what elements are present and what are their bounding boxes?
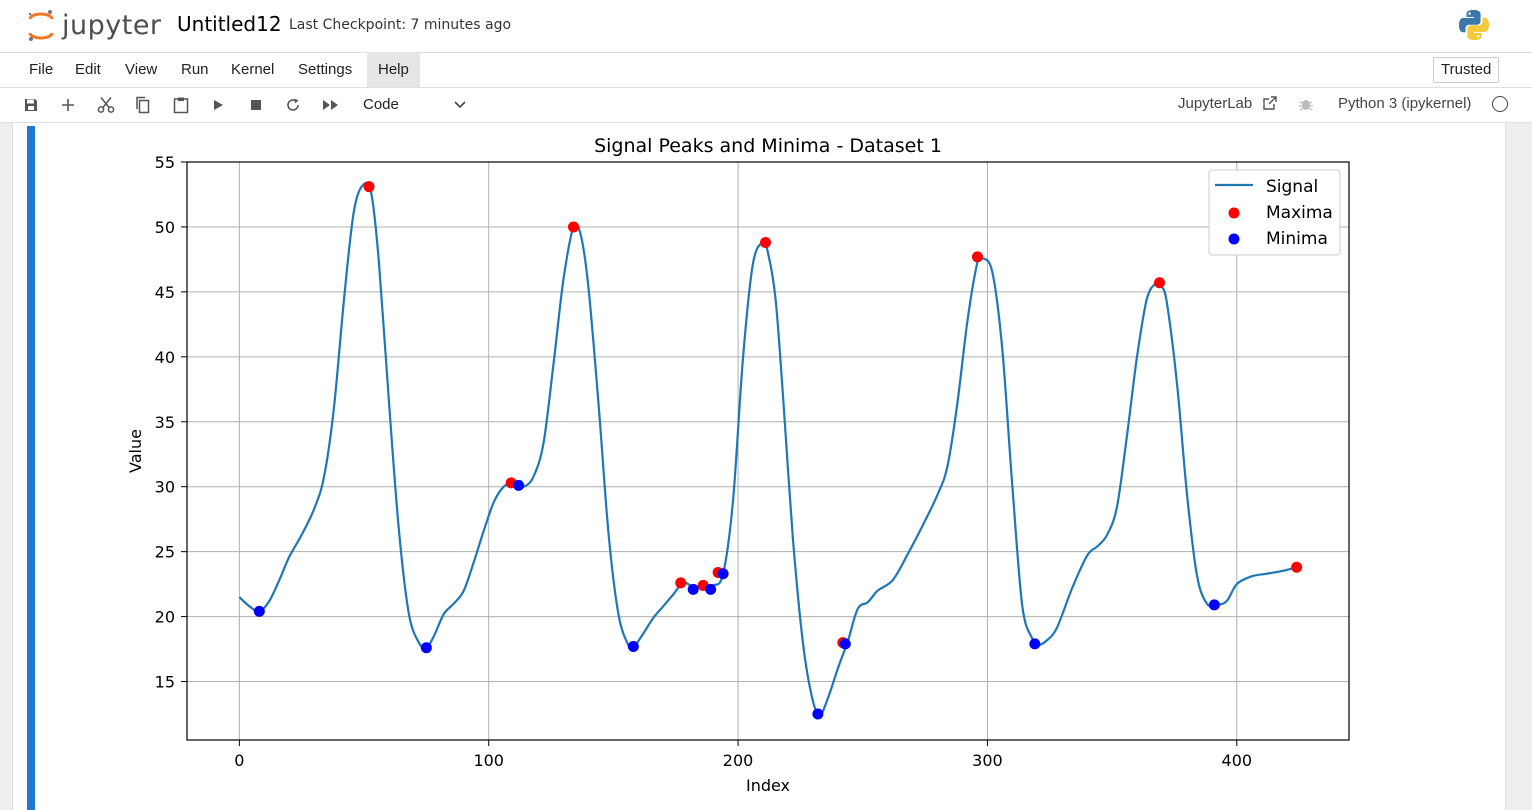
maxima-point: [675, 577, 687, 589]
y-tick-label: 15: [155, 673, 175, 692]
minima-point: [812, 708, 824, 720]
cell-selection-bar[interactable]: [27, 126, 35, 810]
x-tick-label: 400: [1222, 751, 1253, 770]
y-tick-label: 55: [155, 153, 175, 172]
cut-icon: [97, 97, 115, 113]
menu-settings[interactable]: Settings: [298, 61, 353, 78]
grid-layer: [187, 161, 1349, 740]
menu-edit[interactable]: Edit: [75, 61, 101, 78]
legend-maxima-label: Maxima: [1266, 203, 1333, 223]
minima-point: [839, 638, 851, 650]
restart-run-all-button[interactable]: [319, 93, 343, 117]
legend-minima-swatch: [1228, 233, 1240, 245]
x-tick-label: 300: [972, 751, 1003, 770]
legend: Signal Maxima Minima: [1208, 169, 1341, 256]
chevron-down-icon: [454, 101, 466, 109]
maxima-points: [363, 181, 1303, 649]
y-tick-label: 30: [155, 478, 175, 497]
minima-point: [705, 583, 717, 595]
plot-background: [187, 162, 1349, 740]
cut-button[interactable]: [94, 93, 118, 117]
y-tick-label: 45: [155, 283, 175, 302]
paste-icon: [173, 97, 189, 114]
legend-signal-label: Signal: [1266, 177, 1318, 197]
stop-icon: [251, 100, 261, 110]
kernel-status-icon: [1492, 96, 1508, 112]
fast-forward-icon: [323, 100, 338, 110]
plot-frame: [186, 161, 1350, 741]
y-tick-label: 50: [155, 218, 175, 237]
notebook-toolbar: Code JupyterLab Python 3 (ipykernel): [0, 88, 1532, 123]
x-tick-label: 100: [473, 751, 504, 770]
axis-ticks: 0 100 200 300 400 15 20 25 30 35 40 45 50 55: [155, 153, 1252, 770]
maxima-point: [971, 251, 983, 263]
maxima-point: [1291, 561, 1303, 573]
y-tick-label: 20: [155, 608, 175, 627]
minima-point: [1029, 638, 1041, 650]
header-bar: jupyter Untitled12 Last Checkpoint: 7 mi…: [0, 0, 1532, 53]
notebook-title[interactable]: Untitled12: [177, 12, 282, 36]
maxima-point: [760, 237, 772, 249]
kernel-name[interactable]: Python 3 (ipykernel): [1338, 95, 1472, 112]
minima-point: [513, 479, 525, 491]
minima-points: [253, 479, 1220, 720]
menu-file[interactable]: File: [29, 61, 54, 78]
chart-title: Signal Peaks and Minima - Dataset 1: [594, 135, 942, 157]
save-icon: [25, 99, 37, 111]
legend-minima-label: Minima: [1266, 229, 1328, 249]
maxima-point: [568, 221, 580, 233]
restart-button[interactable]: [281, 93, 305, 117]
python-logo-icon: [1459, 10, 1489, 40]
external-link-icon[interactable]: [1262, 95, 1278, 111]
minima-point: [420, 642, 432, 654]
run-icon: [214, 100, 223, 110]
paste-button[interactable]: [169, 93, 193, 117]
legend-box: [1208, 169, 1341, 256]
restart-icon: [287, 98, 299, 111]
minima-point: [687, 583, 699, 595]
x-tick-label: 0: [234, 751, 244, 770]
y-tick-label: 40: [155, 348, 175, 367]
x-axis-label: Index: [746, 776, 790, 795]
menu-view[interactable]: View: [125, 61, 158, 78]
maxima-point: [1153, 277, 1165, 289]
copy-button[interactable]: [131, 93, 155, 117]
y-axis-label: Value: [126, 429, 145, 473]
add-icon: [62, 99, 74, 111]
minima-point: [717, 568, 729, 580]
menu-help[interactable]: Help: [367, 53, 420, 87]
notebook-panel: 0 100 200 300 400 15 20 25 30 35 40 45 50 55 Signal P…: [12, 123, 1506, 810]
y-tick-label: 25: [155, 543, 175, 562]
minima-point: [627, 640, 639, 652]
cell-type-select[interactable]: Code: [357, 93, 473, 117]
jupyter-logo[interactable]: jupyter: [26, 8, 166, 44]
trusted-indicator[interactable]: Trusted: [1433, 57, 1500, 83]
minima-point: [253, 605, 265, 617]
x-tick-label: 200: [723, 751, 754, 770]
cell-type-value: Code: [363, 96, 399, 113]
y-tick-label: 35: [155, 413, 175, 432]
copy-icon: [136, 96, 150, 114]
menu-bar: File Edit View Run Kernel Settings Help …: [0, 53, 1532, 88]
add-cell-button[interactable]: [56, 93, 80, 117]
jupyter-logo-icon: [28, 10, 54, 41]
checkpoint-status: Last Checkpoint: 7 minutes ago: [289, 17, 512, 33]
run-button[interactable]: [206, 93, 230, 117]
logo-text: jupyter: [62, 10, 162, 41]
save-button[interactable]: [19, 93, 43, 117]
jupyterlab-link[interactable]: JupyterLab: [1178, 95, 1253, 112]
signal-chart: 0 100 200 300 400 15 20 25 30 35 40 45 50 55 Signal P…: [126, 135, 1350, 795]
minima-point: [1208, 599, 1220, 611]
legend-maxima-swatch: [1228, 207, 1240, 219]
stop-button[interactable]: [244, 93, 268, 117]
menu-kernel[interactable]: Kernel: [231, 61, 275, 78]
maxima-point: [363, 181, 375, 193]
menu-run[interactable]: Run: [181, 61, 209, 78]
signal-line: [238, 181, 1297, 716]
debugger-icon[interactable]: [1298, 96, 1314, 112]
